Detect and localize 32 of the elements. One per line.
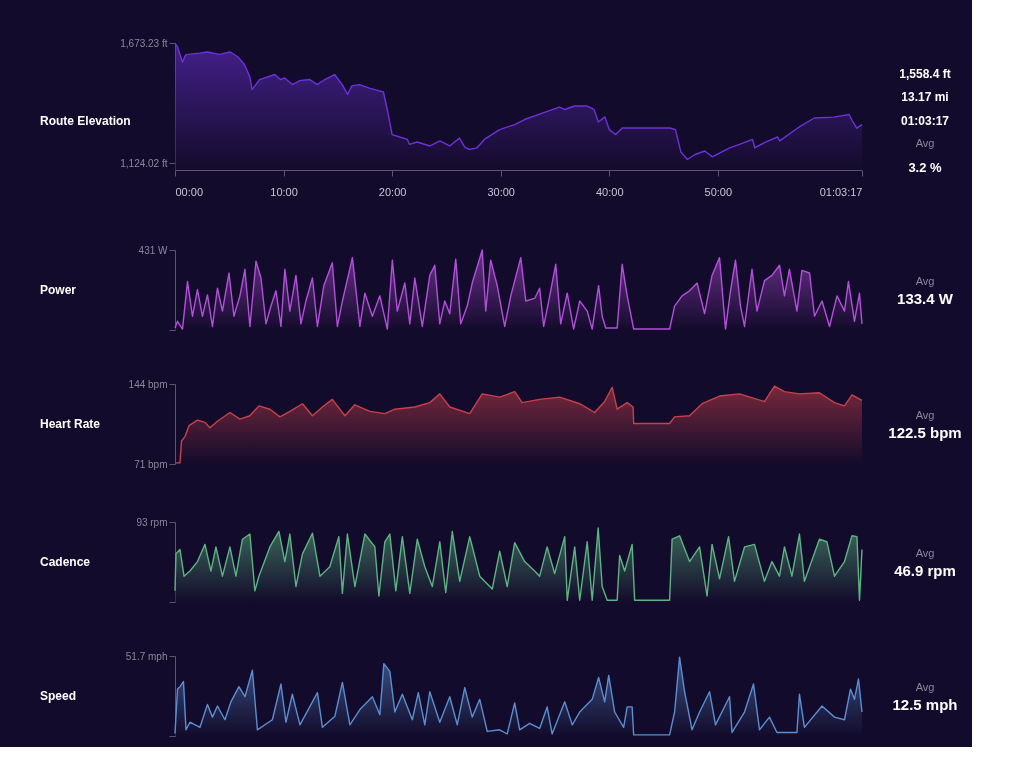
x-tick-label: 50:00	[704, 185, 733, 198]
text: 3.2 %	[908, 159, 943, 175]
y-tick-label: 1,124.02 ft	[120, 157, 168, 169]
y-tick-label: 431 W	[138, 244, 169, 256]
x-tick-label: 20:00	[378, 185, 407, 198]
y-tick-label: 93 rpm	[136, 516, 168, 528]
text: 01:03:17	[900, 113, 950, 128]
y-axis-title: Power	[40, 283, 77, 297]
text: Avg	[915, 680, 935, 693]
text: 122.5 bpm	[888, 423, 962, 441]
text: 13.17 mi	[901, 90, 949, 104]
text: 12.5 mph	[892, 695, 958, 713]
text: 133.4 W	[897, 289, 954, 307]
text: 1,558.4 ft	[899, 66, 951, 81]
x-tick-label: 01:03:17	[819, 185, 863, 198]
y-tick-label: 1,673.23 ft	[120, 37, 168, 49]
text: Avg	[915, 408, 935, 421]
x-tick-label: 10:00	[270, 185, 298, 198]
y-axis-title: Cadence	[40, 555, 91, 569]
text: Avg	[915, 274, 935, 287]
text: Avg	[915, 137, 935, 149]
x-tick-label: 40:00	[595, 185, 624, 198]
x-tick-label: 30:00	[487, 185, 515, 198]
y-axis-title: Route Elevation	[40, 113, 131, 128]
text: Avg	[915, 546, 935, 559]
text: 46.9 rpm	[894, 561, 956, 579]
y-axis-title: Speed	[40, 689, 77, 703]
y-tick-label: 144 bpm	[128, 378, 168, 390]
y-tick-label: 51.7 mph	[125, 650, 168, 662]
x-tick-label: 00:00	[175, 185, 204, 198]
y-tick-label: 71 bpm	[134, 458, 168, 470]
y-axis-title: Heart Rate	[40, 417, 101, 431]
